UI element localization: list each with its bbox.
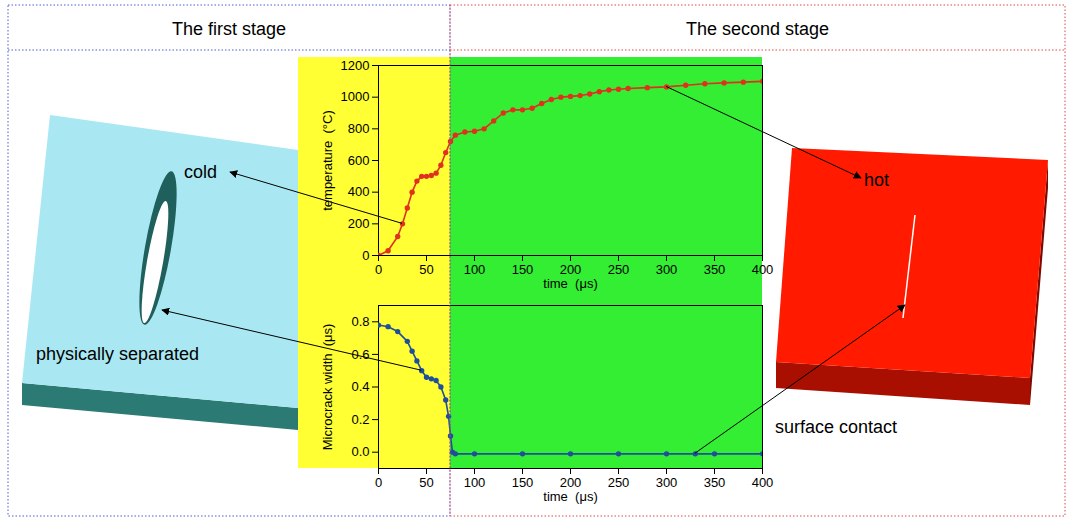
- svg-text:400: 400: [752, 262, 774, 277]
- svg-text:200: 200: [348, 216, 370, 231]
- svg-text:350: 350: [704, 475, 726, 490]
- svg-text:600: 600: [348, 153, 370, 168]
- svg-text:time (μs): time (μs): [543, 276, 597, 291]
- svg-text:400: 400: [348, 184, 370, 199]
- svg-text:0.8: 0.8: [351, 314, 369, 329]
- svg-text:surface contact: surface contact: [775, 417, 897, 437]
- svg-text:800: 800: [348, 121, 370, 136]
- svg-text:400: 400: [752, 475, 774, 490]
- svg-text:50: 50: [419, 262, 433, 277]
- svg-text:0: 0: [362, 248, 369, 263]
- svg-text:300: 300: [656, 475, 678, 490]
- svg-text:200: 200: [560, 262, 582, 277]
- svg-text:250: 250: [608, 262, 630, 277]
- svg-text:0.6: 0.6: [351, 347, 369, 362]
- svg-text:1000: 1000: [341, 89, 370, 104]
- svg-text:150: 150: [512, 262, 534, 277]
- svg-text:0.4: 0.4: [351, 379, 369, 394]
- svg-text:350: 350: [704, 262, 726, 277]
- svg-text:temperature (°C): temperature (°C): [320, 110, 335, 211]
- svg-text:0.2: 0.2: [351, 412, 369, 427]
- svg-text:1200: 1200: [341, 58, 370, 73]
- svg-text:The second stage: The second stage: [686, 19, 829, 39]
- svg-text:physically separated: physically separated: [36, 344, 199, 364]
- svg-text:0: 0: [375, 262, 382, 277]
- svg-text:100: 100: [464, 475, 486, 490]
- svg-text:time (μs): time (μs): [543, 489, 597, 504]
- svg-text:cold: cold: [184, 162, 217, 182]
- svg-text:100: 100: [464, 262, 486, 277]
- svg-text:Microcrack width (μs): Microcrack width (μs): [320, 324, 335, 451]
- svg-text:200: 200: [560, 475, 582, 490]
- svg-text:0: 0: [375, 475, 382, 490]
- svg-text:The first stage: The first stage: [172, 19, 286, 39]
- svg-text:0.0: 0.0: [351, 444, 369, 459]
- svg-text:150: 150: [512, 475, 534, 490]
- svg-text:hot: hot: [864, 170, 889, 190]
- svg-text:250: 250: [608, 475, 630, 490]
- svg-text:300: 300: [656, 262, 678, 277]
- svg-text:50: 50: [419, 475, 433, 490]
